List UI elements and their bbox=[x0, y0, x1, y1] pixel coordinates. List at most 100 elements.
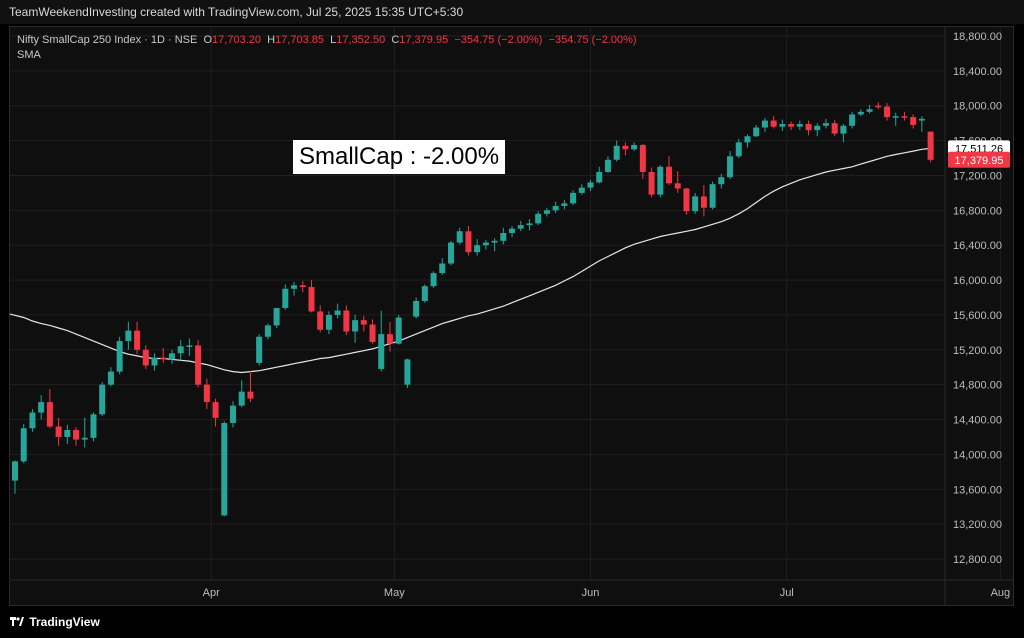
candle[interactable] bbox=[448, 242, 454, 264]
candle[interactable] bbox=[709, 184, 716, 208]
candle[interactable] bbox=[177, 346, 184, 354]
candle[interactable] bbox=[727, 156, 734, 178]
candle[interactable] bbox=[386, 334, 393, 344]
candle[interactable] bbox=[221, 423, 228, 516]
candle[interactable] bbox=[761, 120, 768, 128]
candle[interactable] bbox=[29, 412, 36, 429]
candle[interactable] bbox=[631, 144, 638, 150]
candle[interactable] bbox=[474, 245, 481, 253]
candle[interactable] bbox=[421, 286, 428, 301]
candle[interactable] bbox=[692, 196, 699, 212]
candle[interactable] bbox=[64, 429, 71, 437]
symbol-label[interactable]: Nifty SmallCap 250 Index · 1D · NSE bbox=[17, 34, 198, 46]
candle[interactable] bbox=[831, 123, 838, 134]
candle[interactable] bbox=[814, 125, 821, 131]
candle[interactable] bbox=[308, 287, 315, 312]
candle[interactable] bbox=[369, 324, 376, 342]
candle[interactable] bbox=[509, 228, 516, 233]
candle[interactable] bbox=[570, 192, 577, 204]
candle[interactable] bbox=[666, 166, 672, 184]
candle[interactable] bbox=[770, 120, 777, 127]
candle[interactable] bbox=[683, 188, 690, 212]
candle[interactable] bbox=[212, 402, 219, 418]
candle[interactable] bbox=[107, 371, 114, 385]
candle[interactable] bbox=[840, 125, 847, 134]
candle[interactable] bbox=[857, 111, 864, 115]
candle[interactable] bbox=[230, 405, 236, 424]
candle[interactable] bbox=[168, 353, 175, 360]
candle[interactable] bbox=[186, 345, 193, 347]
candle[interactable] bbox=[378, 334, 385, 369]
candle[interactable] bbox=[744, 136, 751, 143]
candle[interactable] bbox=[822, 123, 829, 126]
candle[interactable] bbox=[291, 285, 298, 289]
candle[interactable] bbox=[456, 231, 463, 243]
candle[interactable] bbox=[55, 426, 62, 437]
candle[interactable] bbox=[46, 402, 53, 427]
candle[interactable] bbox=[273, 307, 280, 326]
candle[interactable] bbox=[238, 391, 245, 406]
candle[interactable] bbox=[639, 144, 646, 172]
candle[interactable] bbox=[561, 203, 568, 206]
candle[interactable] bbox=[395, 317, 402, 344]
candle[interactable] bbox=[299, 285, 306, 288]
candle[interactable] bbox=[718, 177, 725, 185]
candle[interactable] bbox=[674, 183, 681, 189]
candle[interactable] bbox=[203, 384, 210, 403]
candle[interactable] bbox=[910, 117, 917, 125]
candle[interactable] bbox=[413, 300, 420, 317]
candle[interactable] bbox=[20, 428, 27, 462]
candle[interactable] bbox=[360, 320, 367, 325]
candle[interactable] bbox=[596, 171, 603, 183]
candle[interactable] bbox=[116, 341, 123, 372]
candle[interactable] bbox=[805, 124, 812, 131]
candle[interactable] bbox=[256, 336, 263, 363]
candle[interactable] bbox=[325, 314, 332, 330]
candle[interactable] bbox=[892, 116, 899, 118]
candle[interactable] bbox=[247, 391, 254, 399]
candle[interactable] bbox=[439, 263, 446, 274]
sma-indicator-label[interactable]: SMA bbox=[17, 49, 41, 61]
candle[interactable] bbox=[901, 116, 908, 118]
candle[interactable] bbox=[788, 124, 795, 127]
candle[interactable] bbox=[613, 145, 620, 160]
candle[interactable] bbox=[343, 310, 350, 332]
annotation-label[interactable]: SmallCap : -2.00% bbox=[293, 140, 506, 174]
candle[interactable] bbox=[352, 320, 359, 332]
candle[interactable] bbox=[151, 357, 158, 366]
candle[interactable] bbox=[81, 437, 88, 440]
candle[interactable] bbox=[753, 127, 760, 137]
candle[interactable] bbox=[90, 414, 97, 438]
candle[interactable] bbox=[500, 232, 507, 241]
candle[interactable] bbox=[264, 325, 271, 337]
candle[interactable] bbox=[796, 124, 803, 127]
candle[interactable] bbox=[99, 384, 106, 415]
candle[interactable] bbox=[526, 223, 533, 226]
tradingview-logo[interactable]: TradingView bbox=[10, 615, 100, 629]
candle[interactable] bbox=[125, 330, 132, 342]
candle[interactable] bbox=[482, 242, 489, 246]
candle[interactable] bbox=[430, 273, 437, 287]
candle[interactable] bbox=[134, 330, 141, 350]
candle[interactable] bbox=[927, 131, 934, 160]
candle[interactable] bbox=[552, 205, 559, 211]
candle[interactable] bbox=[404, 359, 411, 385]
candle[interactable] bbox=[517, 225, 524, 229]
candle[interactable] bbox=[282, 288, 289, 308]
candle[interactable] bbox=[604, 159, 611, 172]
candle[interactable] bbox=[657, 166, 664, 195]
candle[interactable] bbox=[73, 429, 80, 440]
candle[interactable] bbox=[918, 118, 925, 121]
candle[interactable] bbox=[849, 114, 856, 126]
candle[interactable] bbox=[465, 231, 472, 253]
candle[interactable] bbox=[535, 213, 542, 224]
candle[interactable] bbox=[491, 240, 498, 243]
candle[interactable] bbox=[12, 461, 18, 481]
sma-line[interactable] bbox=[9, 147, 931, 374]
candle[interactable] bbox=[317, 311, 324, 330]
candle[interactable] bbox=[543, 210, 550, 214]
candle[interactable] bbox=[700, 196, 707, 208]
candle[interactable] bbox=[160, 357, 167, 360]
candle[interactable] bbox=[884, 106, 890, 118]
